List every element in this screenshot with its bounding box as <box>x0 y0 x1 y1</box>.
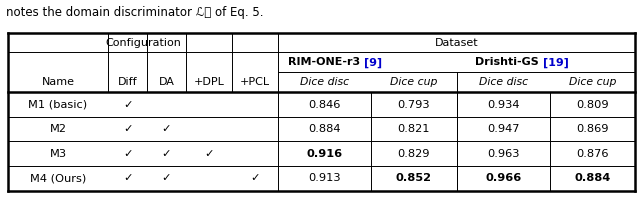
Text: 0.869: 0.869 <box>577 124 609 134</box>
Text: DA: DA <box>159 77 174 87</box>
Text: Name: Name <box>42 77 74 87</box>
Text: Dice cup: Dice cup <box>569 77 616 87</box>
Text: 0.821: 0.821 <box>397 124 430 134</box>
Text: 0.884: 0.884 <box>575 173 611 183</box>
Text: ✓: ✓ <box>162 149 171 159</box>
Text: 0.876: 0.876 <box>577 149 609 159</box>
Text: ✓: ✓ <box>123 124 132 134</box>
Text: notes the domain discriminator ℒ₝ of Eq. 5.: notes the domain discriminator ℒ₝ of Eq.… <box>6 6 264 19</box>
Text: 0.934: 0.934 <box>487 100 520 109</box>
Text: ✓: ✓ <box>204 149 214 159</box>
Text: ✓: ✓ <box>250 173 260 183</box>
Text: 0.852: 0.852 <box>396 173 432 183</box>
Text: 0.913: 0.913 <box>308 173 341 183</box>
Text: Dice disc: Dice disc <box>479 77 528 87</box>
Text: Dice cup: Dice cup <box>390 77 438 87</box>
Text: ✓: ✓ <box>123 149 132 159</box>
Text: Drishti-GS: Drishti-GS <box>476 57 543 68</box>
Text: M1 (basic): M1 (basic) <box>28 100 88 109</box>
Text: +PCL: +PCL <box>240 77 270 87</box>
Text: ✓: ✓ <box>123 100 132 109</box>
Text: +DPL: +DPL <box>193 77 224 87</box>
Text: [19]: [19] <box>543 57 569 68</box>
Text: 0.966: 0.966 <box>485 173 522 183</box>
Text: Dataset: Dataset <box>435 38 479 48</box>
Text: Configuration: Configuration <box>105 38 181 48</box>
Text: 0.916: 0.916 <box>307 149 342 159</box>
Text: 0.809: 0.809 <box>576 100 609 109</box>
Text: Dice disc: Dice disc <box>300 77 349 87</box>
Text: ✓: ✓ <box>162 124 171 134</box>
Text: 0.846: 0.846 <box>308 100 340 109</box>
Text: M4 (Ours): M4 (Ours) <box>30 173 86 183</box>
Text: 0.884: 0.884 <box>308 124 341 134</box>
Text: RIM-ONE-r3: RIM-ONE-r3 <box>288 57 364 68</box>
Text: ✓: ✓ <box>123 173 132 183</box>
Text: 0.829: 0.829 <box>397 149 430 159</box>
Text: M2: M2 <box>49 124 67 134</box>
Text: M3: M3 <box>49 149 67 159</box>
Text: 0.963: 0.963 <box>487 149 520 159</box>
Text: ✓: ✓ <box>162 173 171 183</box>
Text: Diff: Diff <box>118 77 138 87</box>
Text: 0.947: 0.947 <box>487 124 520 134</box>
Text: [9]: [9] <box>364 57 382 68</box>
Text: 0.793: 0.793 <box>397 100 430 109</box>
